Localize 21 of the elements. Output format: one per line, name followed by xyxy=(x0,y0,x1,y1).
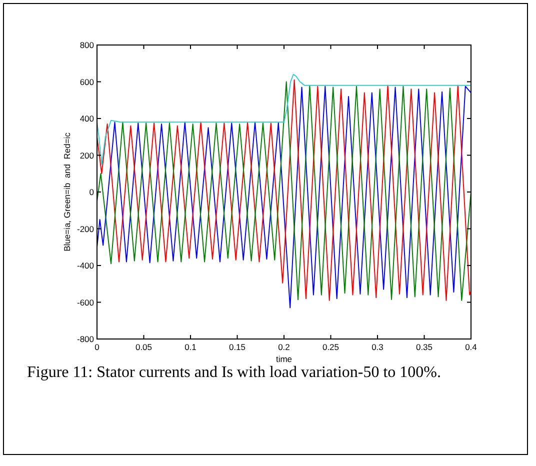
x-tick-label: 0.25 xyxy=(322,342,340,352)
y-axis-title: Blue=ia, Green=ib and Red=ic xyxy=(62,132,72,252)
y-tick-label: 600 xyxy=(80,76,94,87)
y-tick-label: -200 xyxy=(76,224,94,234)
y-tick-label: 200 xyxy=(80,150,94,160)
x-tick-label: 0.3 xyxy=(372,342,384,352)
x-tick-label: 0.4 xyxy=(465,342,478,352)
line-series xyxy=(97,74,471,165)
x-tick-label: 0.15 xyxy=(228,342,246,352)
y-tick-label: 400 xyxy=(80,114,94,124)
x-axis-title: time xyxy=(276,354,292,364)
y-tick-label: -400 xyxy=(76,260,94,270)
caption: Figure 11: Stator currents and Is with load variation-50 to 100%. xyxy=(27,364,442,382)
x-tick-label: 0.1 xyxy=(184,342,197,352)
y-tick-label: -800 xyxy=(76,334,94,344)
y-tick-label: 800 xyxy=(80,40,94,50)
x-tick-label: 0.2 xyxy=(278,342,290,352)
x-tick-label: 0.05 xyxy=(135,342,152,352)
x-tick-label: 0.35 xyxy=(416,342,433,352)
y-tick-label: 0 xyxy=(89,187,94,197)
y-tick-label: -600 xyxy=(76,297,94,308)
